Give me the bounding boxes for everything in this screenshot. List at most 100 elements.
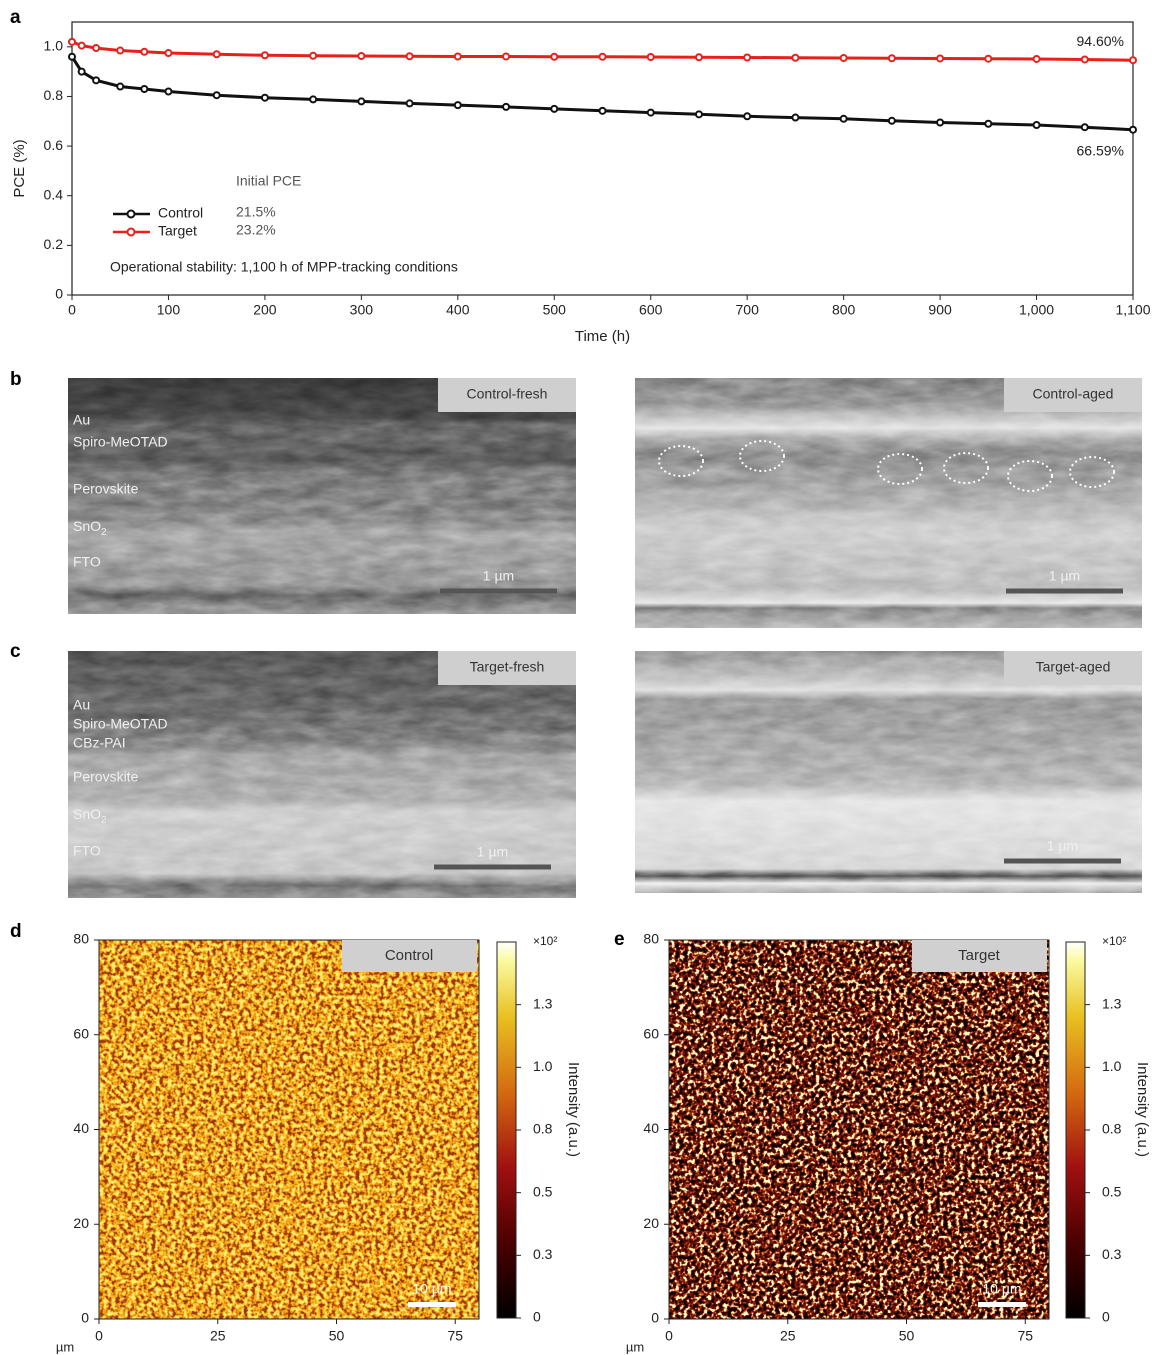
title-box <box>1004 651 1142 685</box>
series-marker <box>502 52 511 61</box>
x-tick-label: 50 <box>899 1328 915 1344</box>
colorbar-tick-label: 0.8 <box>533 1121 553 1137</box>
series-marker <box>453 101 462 110</box>
series-marker <box>936 54 945 63</box>
x-tick-label: 0 <box>68 302 76 318</box>
image-title: Control-fresh <box>467 386 548 402</box>
legend-label: Target <box>158 223 197 239</box>
colorbar-tick-label: 1.0 <box>533 1058 553 1074</box>
series-marker <box>1032 54 1041 63</box>
series-marker <box>646 52 655 61</box>
void-marker <box>1007 460 1053 492</box>
series-marker <box>984 119 993 128</box>
plot-frame <box>71 21 1134 296</box>
end-label: 94.60% <box>1077 33 1124 49</box>
colorbar-label: Intensity (a.u.) <box>565 1062 582 1157</box>
layer-label: FTO <box>73 843 101 859</box>
scale-bar-label: 1 µm <box>483 568 514 584</box>
legend-title: Initial PCE <box>236 173 301 189</box>
y-tick-label: 80 <box>643 931 659 947</box>
colorbar <box>496 941 517 1319</box>
y-tick-label: 0 <box>55 286 63 302</box>
y-tick-label: 80 <box>73 931 89 947</box>
sem-texture <box>68 378 576 614</box>
series-marker <box>116 46 125 55</box>
series-marker <box>1080 55 1089 64</box>
series-marker <box>164 87 173 96</box>
x-tick-label: 75 <box>447 1328 463 1344</box>
scale-bar-label: 10 µm <box>412 1281 451 1297</box>
x-tick-label: 1,100 <box>1115 302 1150 318</box>
series-marker <box>550 104 559 113</box>
x-tick-label: 1,000 <box>1019 302 1054 318</box>
colorbar-tick-label: 1.0 <box>1102 1058 1122 1074</box>
series-marker <box>260 51 269 60</box>
x-unit: µm <box>56 1339 74 1354</box>
series-marker <box>1129 125 1137 134</box>
layer-label: SnO2 <box>73 806 107 826</box>
layer-label: Au <box>73 697 90 713</box>
series-marker <box>140 47 149 56</box>
x-tick-label: 0 <box>95 1328 103 1344</box>
x-tick-label: 50 <box>329 1328 345 1344</box>
layer-label: Au <box>73 412 90 428</box>
colorbar-tick-label: 1.3 <box>533 995 553 1011</box>
x-tick-label: 400 <box>446 302 470 318</box>
y-tick-label: 20 <box>643 1215 659 1231</box>
y-tick-label: 0.8 <box>44 87 64 103</box>
y-tick-label: 0.4 <box>44 186 64 202</box>
series-marker <box>92 76 101 85</box>
series-marker <box>743 112 752 121</box>
legend-marker <box>126 209 136 219</box>
series-marker <box>164 49 173 58</box>
x-tick-label: 300 <box>350 302 374 318</box>
series-marker <box>1080 123 1089 132</box>
map-image <box>99 940 479 1319</box>
panel-letter: d <box>10 921 22 942</box>
x-tick-label: 75 <box>1017 1328 1033 1344</box>
series-marker <box>357 97 366 106</box>
y-tick-label: 60 <box>73 1025 89 1041</box>
series-marker <box>1032 120 1041 129</box>
x-tick-label: 25 <box>210 1328 226 1344</box>
title-box <box>912 940 1047 972</box>
series-marker <box>839 114 848 123</box>
series-marker <box>791 53 800 62</box>
colorbar-tick-label: 0.3 <box>533 1246 553 1262</box>
y-tick-label: 0.6 <box>44 137 64 153</box>
series-marker <box>77 41 86 50</box>
title-box <box>438 378 576 412</box>
scale-bar <box>978 1302 1026 1307</box>
image-title: Control-aged <box>1033 386 1114 402</box>
void-marker <box>877 453 923 485</box>
y-tick-label: 20 <box>73 1215 89 1231</box>
layer-label-sub: 2 <box>101 527 107 538</box>
x-tick-label: 700 <box>736 302 760 318</box>
legend-value: 21.5% <box>236 204 276 220</box>
scale-bar <box>408 1302 456 1307</box>
colorbar-tick-label: 0.5 <box>1102 1183 1122 1199</box>
colorbar-multiplier: ×10² <box>533 934 557 948</box>
series-marker <box>743 53 752 62</box>
x-tick-label: 800 <box>832 302 856 318</box>
colorbar-label: Intensity (a.u.) <box>1134 1062 1151 1157</box>
x-axis-label: Time (h) <box>575 328 630 345</box>
title-box <box>438 651 576 685</box>
colorbar-tick-label: 0.3 <box>1102 1246 1122 1262</box>
void-marker <box>739 440 785 472</box>
series-marker <box>502 102 511 111</box>
series-marker <box>260 93 269 102</box>
x-tick-label: 200 <box>253 302 277 318</box>
series-marker <box>212 91 221 100</box>
void-marker <box>1069 456 1115 488</box>
void-marker <box>943 452 989 484</box>
layer-label: CBz-PAI <box>73 735 126 751</box>
map-title: Target <box>958 947 1001 964</box>
scale-bar-label: 1 µm <box>1047 838 1078 854</box>
panel-letter: a <box>10 7 21 28</box>
series-marker <box>212 50 221 59</box>
y-tick-label: 40 <box>73 1120 89 1136</box>
series-marker <box>140 85 149 94</box>
layer-label: SnO2 <box>73 518 107 538</box>
scale-bar-label: 1 µm <box>1049 568 1080 584</box>
